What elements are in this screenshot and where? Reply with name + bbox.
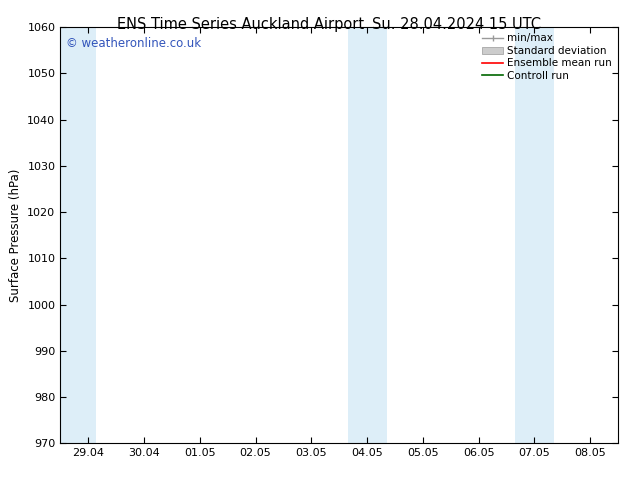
Bar	[347, 27, 387, 443]
Bar	[515, 27, 554, 443]
Y-axis label: Surface Pressure (hPa): Surface Pressure (hPa)	[9, 169, 22, 302]
Text: ENS Time Series Auckland Airport: ENS Time Series Auckland Airport	[117, 17, 365, 32]
Text: Su. 28.04.2024 15 UTC: Su. 28.04.2024 15 UTC	[372, 17, 541, 32]
Bar	[60, 27, 96, 443]
Text: © weatheronline.co.uk: © weatheronline.co.uk	[66, 37, 201, 50]
Legend: min/max, Standard deviation, Ensemble mean run, Controll run: min/max, Standard deviation, Ensemble me…	[481, 32, 613, 82]
